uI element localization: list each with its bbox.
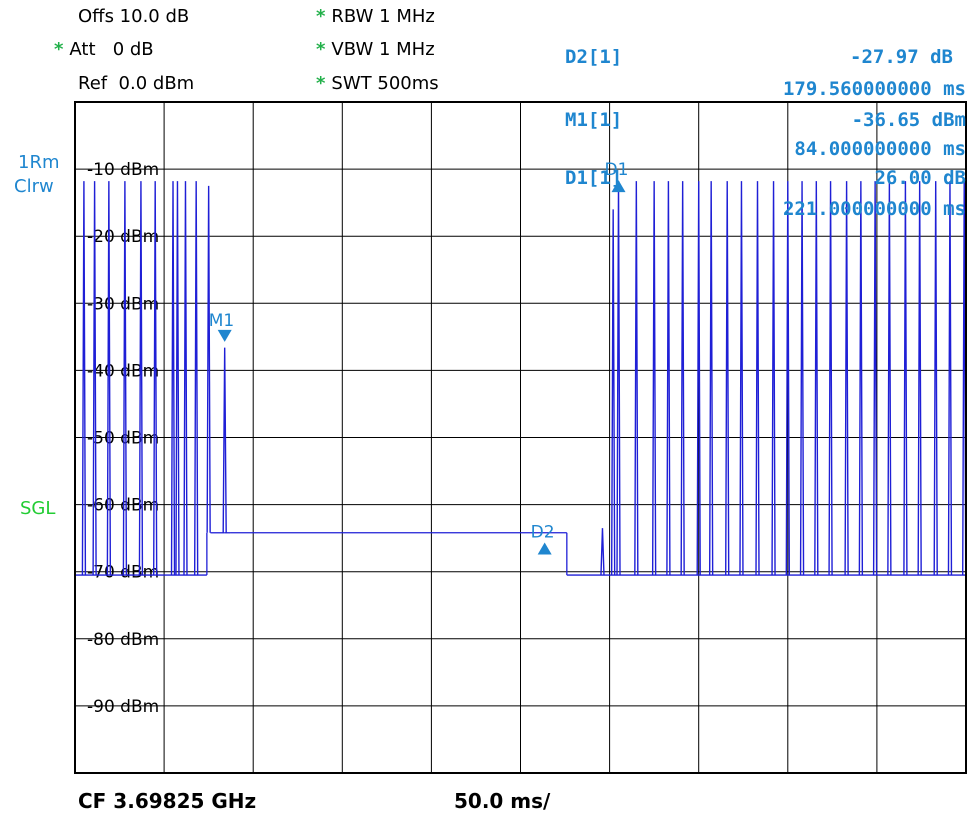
d1-level: 26.00 dB	[874, 167, 966, 189]
trace-detector-label: 1Rm	[18, 152, 60, 173]
d1-label: D1[1]	[565, 167, 623, 189]
trace-pulse	[616, 181, 621, 576]
trace-pulse	[947, 181, 953, 576]
vbw-readout: * VBW 1 MHz	[316, 39, 435, 60]
rbw-readout: * RBW 1 MHz	[316, 6, 435, 27]
trace-pulse	[183, 181, 188, 576]
y-tick-label: -20 dBm	[87, 227, 159, 247]
trace-pulse	[858, 181, 864, 576]
trace-pulse	[222, 347, 227, 533]
trace-pulse	[634, 181, 639, 576]
trace-pulse	[844, 181, 849, 576]
trace-pulse	[933, 181, 938, 576]
trace-pulse	[610, 209, 616, 576]
marker-triangle-d2	[537, 542, 552, 555]
marker-label-d2: D2	[531, 522, 555, 542]
trace-pulse	[872, 181, 878, 576]
trace-pulse	[696, 181, 701, 576]
trace-pulse	[106, 181, 112, 576]
d2-level: -27.97 dB	[850, 46, 953, 68]
m1-level: -36.65 dBm	[851, 109, 966, 131]
trace-pulse	[680, 181, 685, 576]
trace-pulse	[755, 181, 760, 576]
d2-label: D2[1]	[565, 46, 623, 68]
trace-mode-label: Clrw	[14, 176, 54, 197]
y-tick-label: -30 dBm	[87, 294, 159, 314]
d2-time: 179.560000000 ms	[782, 78, 966, 100]
trace-pulse	[903, 181, 908, 576]
trace-pulse	[170, 181, 176, 576]
trace-pulse	[814, 181, 819, 576]
d1-time: 221.000000000 ms	[782, 198, 966, 220]
trace-pulse	[725, 181, 730, 576]
plot-frame	[74, 101, 967, 774]
marker-label-m1: M1	[209, 311, 234, 331]
m1-time: 84.000000000 ms	[794, 138, 966, 160]
marker-label-d1: D1	[605, 160, 629, 180]
trace-pulse	[138, 181, 144, 576]
y-tick-label: -50 dBm	[87, 429, 159, 449]
trace-pulse	[708, 181, 714, 576]
marker-triangle-m1	[217, 329, 232, 342]
trace-pulse	[81, 181, 87, 576]
attenuation-readout: * Att 0 dB	[54, 39, 154, 60]
y-tick-label: -80 dBm	[87, 630, 159, 650]
m1-label: M1[1]	[565, 109, 623, 131]
marker-triangle-d1	[611, 180, 626, 193]
trace-pulse	[799, 181, 805, 576]
center-frequency: CF 3.69825 GHz	[78, 789, 257, 813]
trace-pulse	[651, 181, 657, 576]
trace-pulse	[206, 185, 211, 533]
trace-pulse	[666, 181, 671, 576]
trace-pulse	[175, 181, 180, 576]
trace-pulse	[739, 181, 744, 576]
trace-pulse	[193, 181, 199, 576]
offset-readout: Offs 10.0 dB	[78, 6, 190, 27]
marker-layer: M1 D2 D1	[209, 160, 629, 555]
sweep-mode-label: SGL	[20, 498, 56, 519]
y-tick-label: -90 dBm	[87, 697, 159, 717]
time-per-division: 50.0 ms/	[454, 789, 551, 813]
trace-pulse	[122, 181, 128, 576]
y-tick-label: -40 dBm	[87, 361, 159, 381]
trace-pulse	[600, 528, 605, 576]
trace-pulse	[828, 181, 833, 576]
trace-pulse	[785, 181, 790, 576]
trace-1	[75, 181, 967, 576]
reference-level-readout: Ref 0.0 dBm	[78, 73, 195, 94]
trace-pulse	[92, 181, 97, 576]
y-tick-labels: -10 dBm-20 dBm-30 dBm-40 dBm-50 dBm-60 d…	[87, 160, 159, 717]
trace-pulse	[887, 181, 892, 576]
y-tick-label: -10 dBm	[87, 160, 159, 180]
trace-pulse	[152, 181, 158, 576]
trace-pulse	[771, 181, 776, 576]
trace-pulse	[917, 181, 922, 576]
sweep-time-readout: * SWT 500ms	[316, 73, 439, 94]
